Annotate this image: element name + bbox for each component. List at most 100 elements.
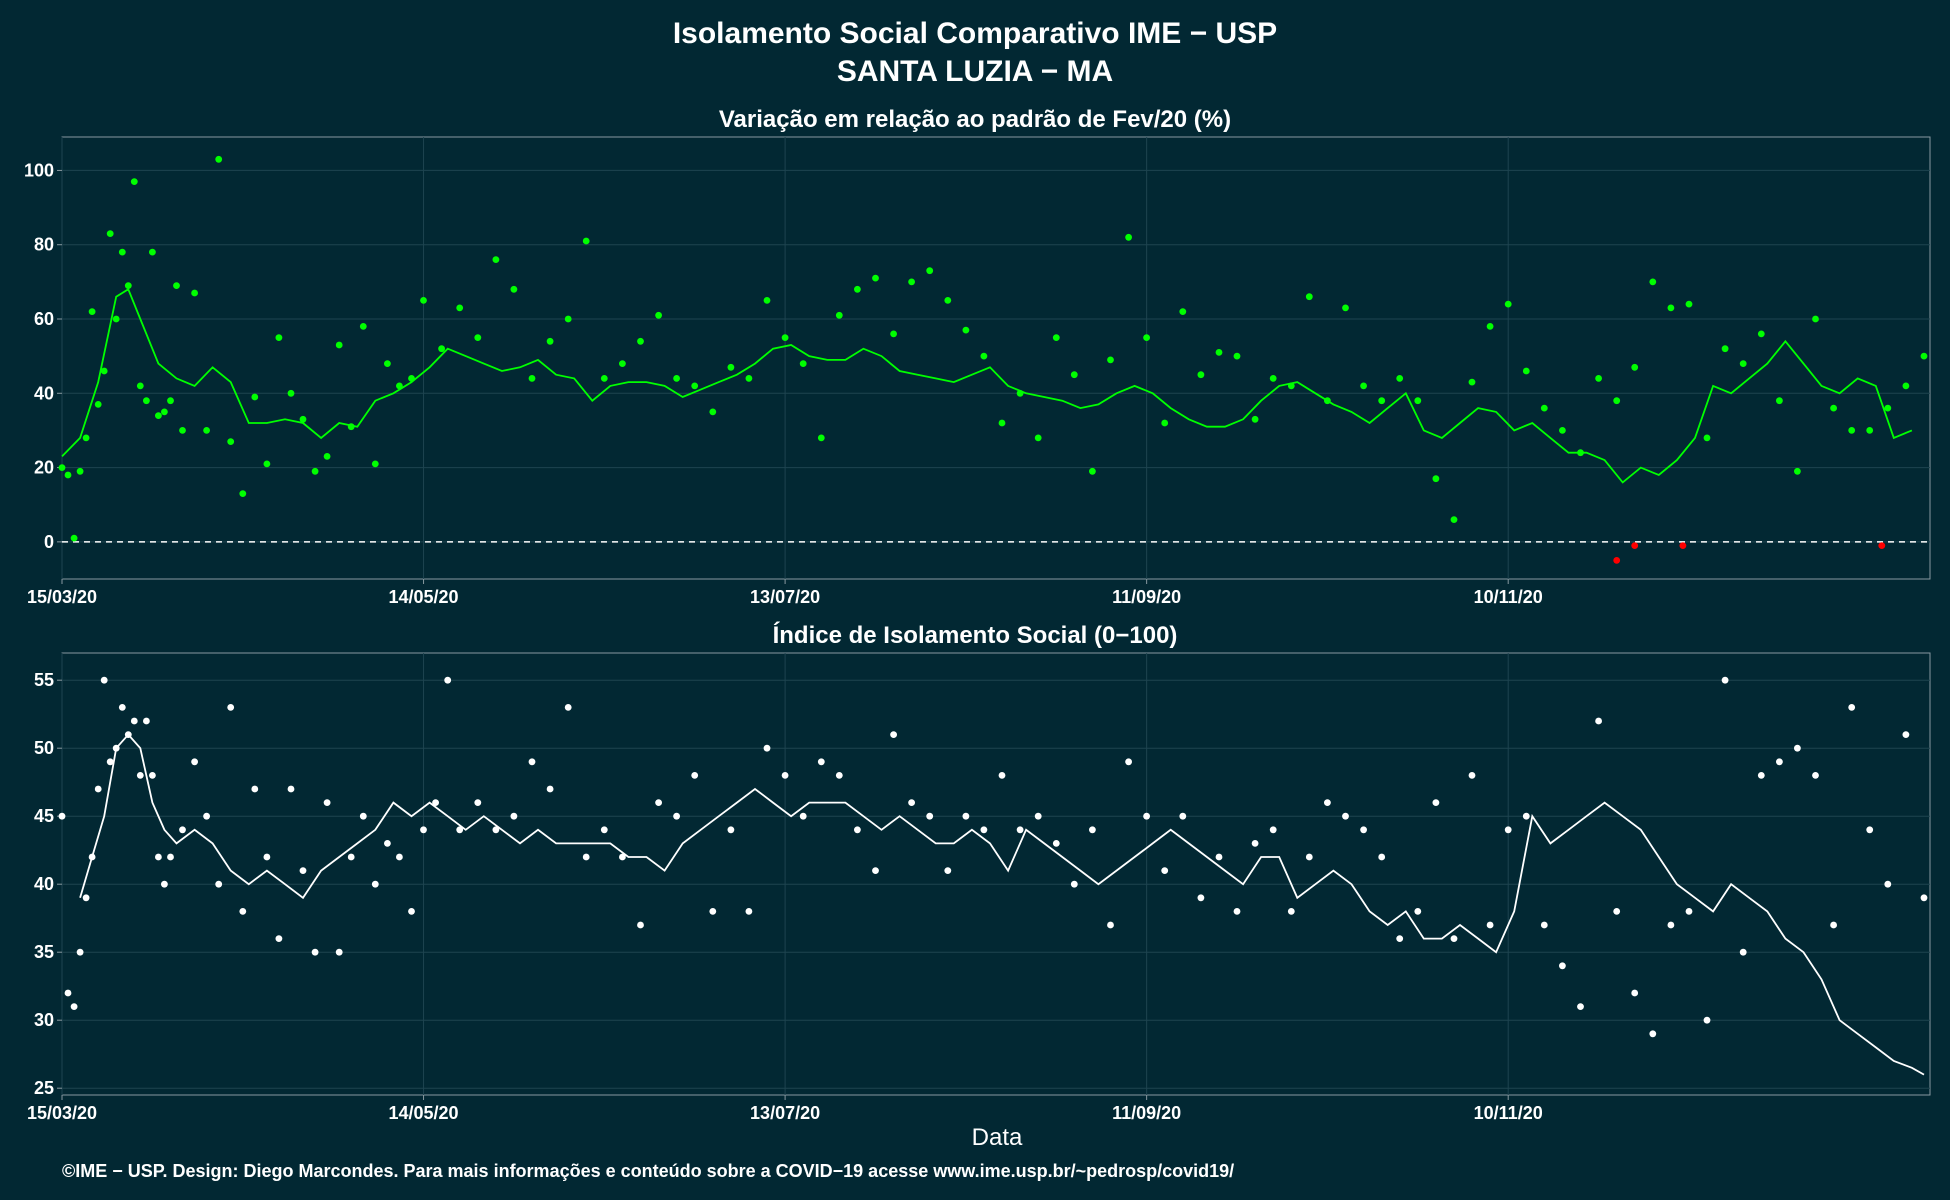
y-tick-label: 30	[34, 1010, 54, 1030]
data-point	[1685, 908, 1693, 915]
data-point	[582, 853, 590, 861]
data-point	[1667, 304, 1675, 312]
negative-point	[1631, 542, 1639, 549]
data-point	[1631, 363, 1639, 371]
data-point	[1125, 758, 1132, 766]
data-point	[474, 799, 482, 806]
data-point	[456, 826, 464, 834]
x-tick-label: 11/09/20	[1112, 1103, 1181, 1123]
data-point	[1559, 962, 1566, 970]
data-point	[1884, 880, 1892, 888]
x-tick-label: 10/11/20	[1474, 1103, 1543, 1123]
data-point	[191, 289, 199, 297]
data-point	[727, 363, 735, 371]
data-point	[1287, 908, 1295, 915]
data-point	[136, 772, 144, 779]
data-point	[1233, 352, 1241, 360]
data-point	[444, 676, 452, 684]
data-point	[203, 812, 211, 820]
data-point	[600, 375, 608, 382]
x-tick-label: 13/07/20	[750, 1103, 820, 1123]
data-point	[1107, 356, 1114, 364]
data-point	[263, 460, 271, 468]
y-tick-label: 50	[34, 738, 54, 758]
data-point	[384, 360, 391, 367]
data-point	[962, 326, 970, 334]
data-point	[1052, 334, 1060, 341]
negative-point	[1679, 542, 1687, 549]
x-tick-label: 11/09/20	[1112, 587, 1181, 607]
data-point	[817, 434, 825, 442]
data-point	[1432, 475, 1440, 483]
data-point	[727, 826, 735, 834]
x-tick-label: 14/05/20	[389, 1103, 459, 1123]
data-point	[420, 826, 427, 834]
data-point	[1812, 772, 1819, 779]
y-tick-label: 45	[34, 806, 54, 826]
data-point	[1866, 826, 1874, 834]
data-point	[1342, 812, 1349, 820]
data-point	[655, 311, 662, 319]
data-point	[564, 315, 572, 323]
y-tick-label: 100	[24, 160, 54, 180]
data-point	[1757, 772, 1765, 779]
moving-average-line	[79, 733, 1925, 1076]
y-tick-label: 55	[34, 670, 54, 690]
data-point	[781, 772, 789, 779]
data-point	[1360, 382, 1367, 390]
data-point	[1197, 894, 1205, 902]
data-point	[1776, 758, 1783, 766]
data-point	[745, 375, 753, 382]
data-point	[100, 676, 108, 684]
data-point	[1251, 840, 1259, 847]
chart-title-line1: Isolamento Social Comparativo IME − USP	[673, 17, 1277, 50]
data-point	[1089, 467, 1096, 475]
data-point	[438, 345, 445, 353]
data-point	[58, 464, 66, 471]
data-point	[1595, 375, 1602, 382]
data-point	[456, 304, 464, 312]
data-point	[161, 880, 168, 888]
data-point	[155, 412, 162, 419]
data-point	[1920, 894, 1928, 902]
data-point	[94, 785, 102, 793]
data-point	[311, 948, 319, 956]
data-point	[1540, 921, 1548, 929]
panel-border	[61, 652, 1931, 1096]
data-point	[1522, 367, 1530, 375]
data-point	[1794, 744, 1801, 752]
data-point	[872, 274, 879, 282]
data-point	[709, 408, 717, 416]
data-point	[1848, 704, 1856, 711]
data-point	[371, 460, 379, 468]
data-point	[1107, 921, 1114, 929]
data-point	[263, 853, 271, 861]
data-point	[136, 382, 144, 390]
data-point	[1486, 323, 1494, 330]
data-point	[76, 467, 84, 475]
data-point	[251, 785, 259, 793]
data-point	[1342, 304, 1349, 312]
y-tick-label: 40	[34, 874, 54, 894]
data-point	[396, 853, 403, 861]
data-point	[359, 323, 367, 330]
data-point	[492, 826, 500, 834]
data-point	[1052, 840, 1060, 847]
data-point	[1613, 908, 1621, 915]
data-point	[474, 334, 482, 341]
data-point	[980, 352, 988, 360]
data-point	[1830, 921, 1837, 929]
data-point	[82, 434, 90, 442]
data-point	[582, 237, 590, 245]
data-point	[323, 453, 331, 460]
data-point	[1830, 404, 1837, 412]
data-point	[1721, 676, 1729, 684]
data-point	[1667, 921, 1675, 929]
data-point	[1739, 360, 1747, 367]
data-point	[1522, 812, 1530, 820]
negative-point	[1878, 542, 1886, 549]
negative-point	[1613, 557, 1621, 564]
data-point	[528, 758, 536, 766]
data-point	[173, 282, 180, 289]
